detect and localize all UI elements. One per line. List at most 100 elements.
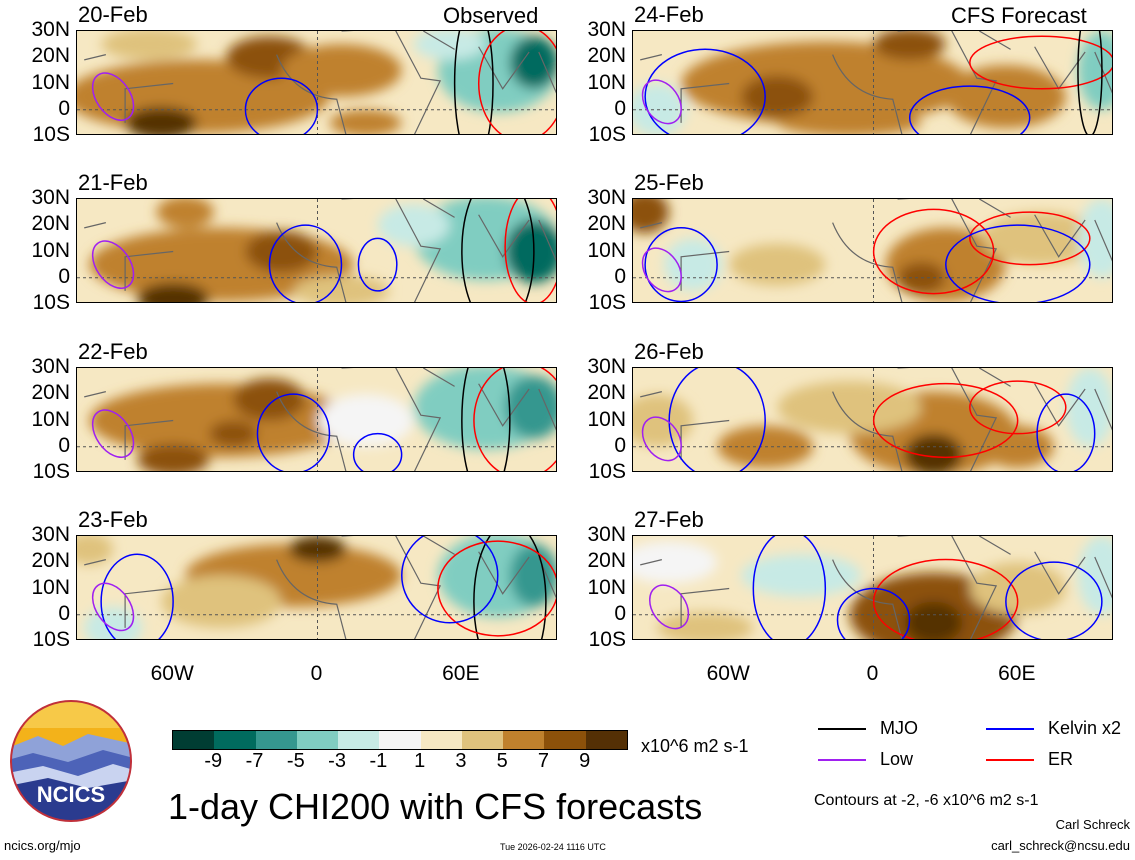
y-tick-label: 0 <box>58 601 70 625</box>
anomaly-region <box>633 83 686 134</box>
panel-date: 23-Feb <box>78 507 148 532</box>
mjo-contour <box>473 536 547 639</box>
mjo-contour <box>453 31 494 134</box>
low-contour <box>91 409 135 458</box>
y-tick-label: 0 <box>614 96 626 120</box>
y-tick-label: 10S <box>32 460 70 483</box>
timestamp: Tue 2026-02-24 1116 UTC <box>500 842 606 852</box>
panel-date: 26-Feb <box>634 339 704 364</box>
colorbar-label: 9 <box>579 750 591 772</box>
x-tick-label: 60E <box>998 662 1036 685</box>
map-panel <box>632 198 1113 303</box>
anomaly-region <box>377 204 450 247</box>
kelvin-contour <box>100 553 174 639</box>
y-tick-label: 30N <box>587 186 626 209</box>
x-tick-label: 60W <box>706 662 750 685</box>
colorbar-swatch <box>296 731 340 749</box>
er-contour <box>437 540 556 637</box>
map-panel <box>76 535 557 640</box>
er-contour <box>477 31 556 134</box>
observed-column-title: Observed <box>443 3 539 28</box>
panel-date: 22-Feb <box>78 339 148 364</box>
panel-date: 27-Feb <box>634 507 704 532</box>
anomaly-region <box>209 420 258 447</box>
kelvin-contour <box>256 393 331 471</box>
y-tick-label: 10S <box>32 628 70 651</box>
colorbar-swatch <box>461 731 505 749</box>
y-tick-label: 20N <box>587 212 626 236</box>
y-tick-label: 30N <box>31 186 70 209</box>
low-contour <box>91 72 135 121</box>
low-contour <box>641 79 682 125</box>
kelvin-contour <box>268 224 343 302</box>
legend-label: MJO <box>880 718 918 738</box>
anomaly-region <box>413 31 486 60</box>
site-url: ncics.org/mjo <box>4 838 81 853</box>
anomaly-region <box>137 282 210 302</box>
anomaly-region <box>904 601 963 639</box>
kelvin-contour <box>668 368 766 471</box>
y-tick-label: 20N <box>31 549 70 573</box>
anomaly-region <box>741 554 862 597</box>
y-tick-label: 10S <box>588 628 626 651</box>
logo-text: NCICS <box>37 782 105 807</box>
colorbar <box>172 730 628 750</box>
map-panel <box>632 367 1113 472</box>
contour-note: Contours at -2, -6 x10^6 m2 s-1 <box>814 792 1039 809</box>
y-tick-label: 10S <box>588 460 626 483</box>
kelvin-contour <box>908 85 1031 134</box>
er-contour <box>969 35 1112 90</box>
x-tick-label: 60W <box>150 662 194 685</box>
er-contour <box>872 558 1019 639</box>
x-tick-label: 0 <box>310 662 323 685</box>
anomaly-region <box>633 541 718 584</box>
anomaly-region <box>156 199 215 228</box>
coastline <box>640 536 1112 639</box>
coastline <box>84 199 556 302</box>
coastline <box>84 368 556 471</box>
anomaly-region <box>317 394 414 447</box>
anomaly-region <box>233 378 306 421</box>
kelvin-contour <box>945 224 1091 302</box>
panel-date: 20-Feb <box>78 2 148 27</box>
colorbar-label: -9 <box>204 750 223 772</box>
anomaly-region <box>1077 536 1112 615</box>
low-contour <box>648 584 690 630</box>
panel-date: 25-Feb <box>634 170 704 195</box>
anomaly-region <box>1077 199 1112 278</box>
y-tick-label: 20N <box>587 549 626 573</box>
y-tick-label: 20N <box>31 212 70 236</box>
y-tick-label: 30N <box>587 523 626 546</box>
author: Carl Schreck <box>1055 817 1130 832</box>
anomaly-region <box>777 381 922 434</box>
y-tick-label: 10N <box>31 70 70 94</box>
anomaly-region <box>329 109 402 134</box>
y-tick-label: 30N <box>31 523 70 546</box>
er-contour <box>969 211 1091 266</box>
colorbar-label: 5 <box>496 750 508 772</box>
colorbar-swatch <box>214 731 257 749</box>
er-contour <box>969 380 1067 435</box>
kelvin-contour <box>357 237 398 292</box>
er-contour <box>872 208 995 295</box>
kelvin-contour <box>244 77 319 134</box>
anomaly-region <box>161 575 282 628</box>
map-panel <box>632 30 1113 135</box>
colorbar-label: -7 <box>245 750 264 772</box>
y-tick-label: 0 <box>58 433 70 457</box>
mjo-contour <box>461 368 511 471</box>
x-tick-label: 60E <box>442 662 480 685</box>
y-tick-label: 20N <box>587 44 626 68</box>
coastline <box>84 31 556 134</box>
kelvin-contour <box>644 227 718 302</box>
y-tick-label: 10N <box>587 70 626 94</box>
colorbar-label: -3 <box>328 750 346 772</box>
author-email: carl_schreck@ncsu.edu <box>991 838 1130 853</box>
anomaly-region <box>664 238 722 291</box>
y-tick-label: 10N <box>31 575 70 599</box>
coastline <box>640 199 1112 302</box>
anomaly-region <box>509 36 556 89</box>
y-tick-label: 30N <box>31 18 70 41</box>
y-tick-label: 0 <box>614 433 626 457</box>
